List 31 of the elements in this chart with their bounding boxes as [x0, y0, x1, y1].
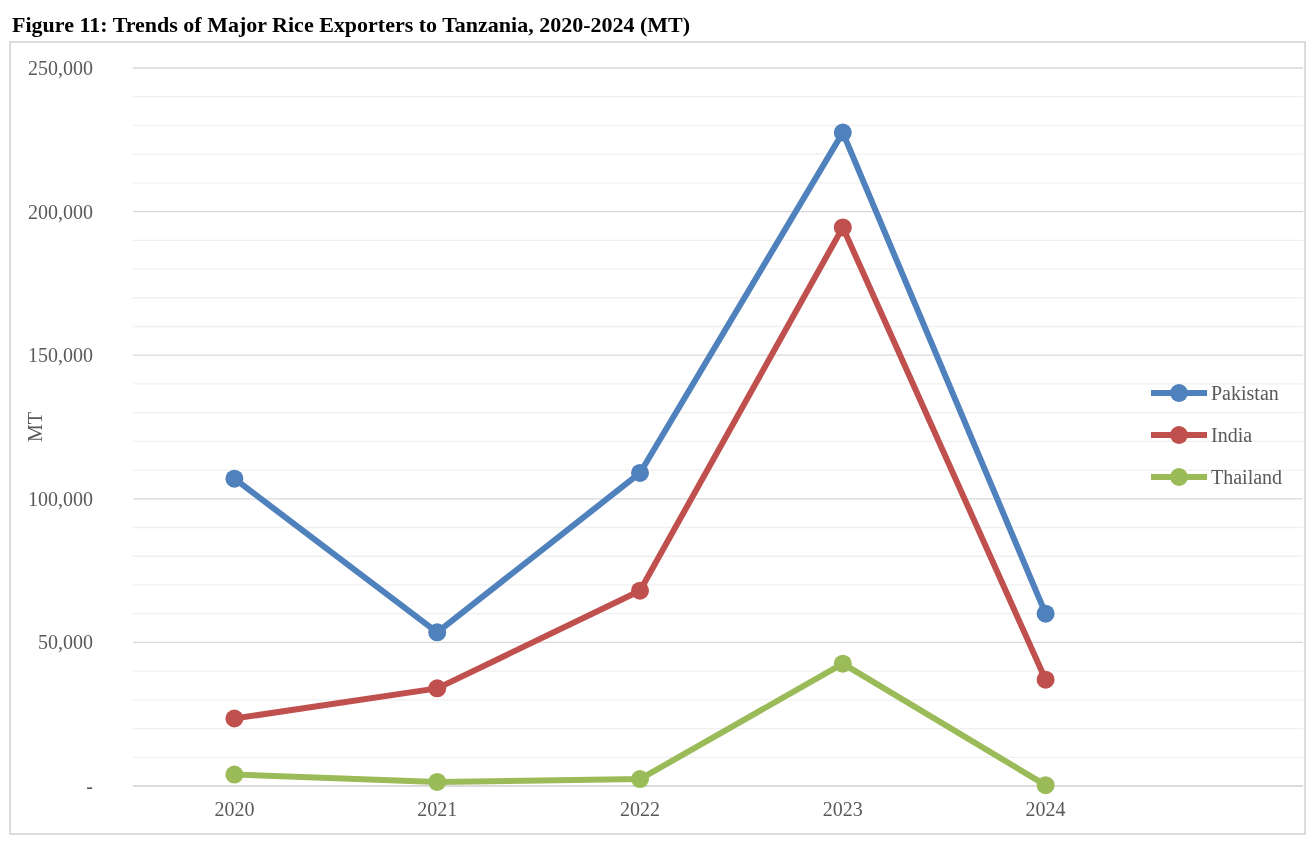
y-tick-label: 250,000 — [28, 57, 93, 79]
y-tick-label: 100,000 — [28, 487, 93, 510]
point — [631, 581, 649, 600]
point — [1036, 776, 1055, 795]
y-axis-title: MT — [24, 412, 46, 442]
x-tick-label: 2022 — [620, 798, 660, 820]
point — [428, 772, 447, 791]
y-tick-label: 50,000 — [38, 631, 93, 654]
x-tick-label: 2024 — [1025, 798, 1066, 820]
point — [833, 218, 852, 237]
point — [225, 469, 244, 488]
x-tick-label: 2023 — [822, 798, 863, 820]
point — [428, 679, 447, 698]
point — [833, 123, 852, 142]
point — [225, 765, 244, 784]
chart-title: Figure 11: Trends of Major Rice Exporters to Tanzania, 2020-2024 (MT) — [12, 12, 691, 37]
y-tick-label: 200,000 — [28, 200, 93, 223]
point — [1036, 604, 1055, 623]
point — [428, 623, 447, 642]
point — [631, 463, 649, 482]
point — [631, 770, 649, 789]
legend-label: Pakistan — [1211, 382, 1279, 404]
legend-label: India — [1211, 424, 1253, 446]
legend-label: Thailand — [1211, 466, 1283, 488]
x-tick-label: 2021 — [417, 798, 458, 820]
y-tick-label: 150,000 — [28, 344, 93, 367]
point — [833, 654, 852, 673]
x-tick-label: 2020 — [214, 798, 255, 820]
y-tick-label: - — [86, 775, 93, 797]
point — [225, 709, 244, 728]
point — [1036, 670, 1055, 689]
